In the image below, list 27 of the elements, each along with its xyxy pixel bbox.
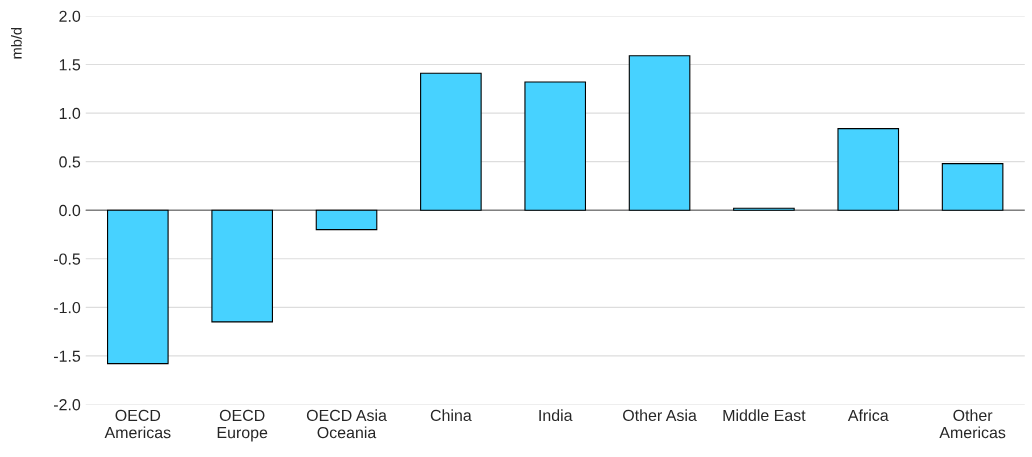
y-tick-label: 1.5: [59, 59, 81, 71]
x-tick-label: Other Asia: [623, 409, 697, 422]
x-tick-label: OECD Asia Oceania: [306, 409, 387, 439]
x-tick-label: OECD Americas: [104, 409, 171, 439]
bar: [107, 209, 169, 365]
y-tick-label: 2.0: [59, 10, 81, 22]
y-tick-label: -1.0: [53, 301, 81, 314]
bar: [628, 55, 691, 211]
x-tick-label: OECD Europe: [217, 409, 268, 442]
x-tick-label: Middle East: [723, 409, 806, 422]
bar: [524, 81, 587, 211]
bar: [315, 209, 378, 231]
x-tick-label: Other Americas: [939, 409, 1006, 439]
bar: [211, 209, 273, 323]
y-tick-label: -2.0: [53, 399, 81, 411]
y-tick-label: 0.0: [59, 204, 81, 217]
y-tick-label: -1.5: [53, 350, 81, 362]
bar: [420, 72, 482, 211]
y-tick-label: 0.5: [59, 156, 81, 168]
x-tick-label: China: [430, 409, 472, 422]
y-tick-label: -0.5: [53, 253, 81, 265]
bar: [837, 128, 900, 211]
y-axis-title: mb/d: [11, 27, 22, 59]
y-tick-label: 1.0: [59, 107, 81, 120]
x-tick-label: Africa: [847, 409, 889, 422]
x-tick-label: India: [539, 409, 573, 422]
bar: [941, 163, 1004, 211]
